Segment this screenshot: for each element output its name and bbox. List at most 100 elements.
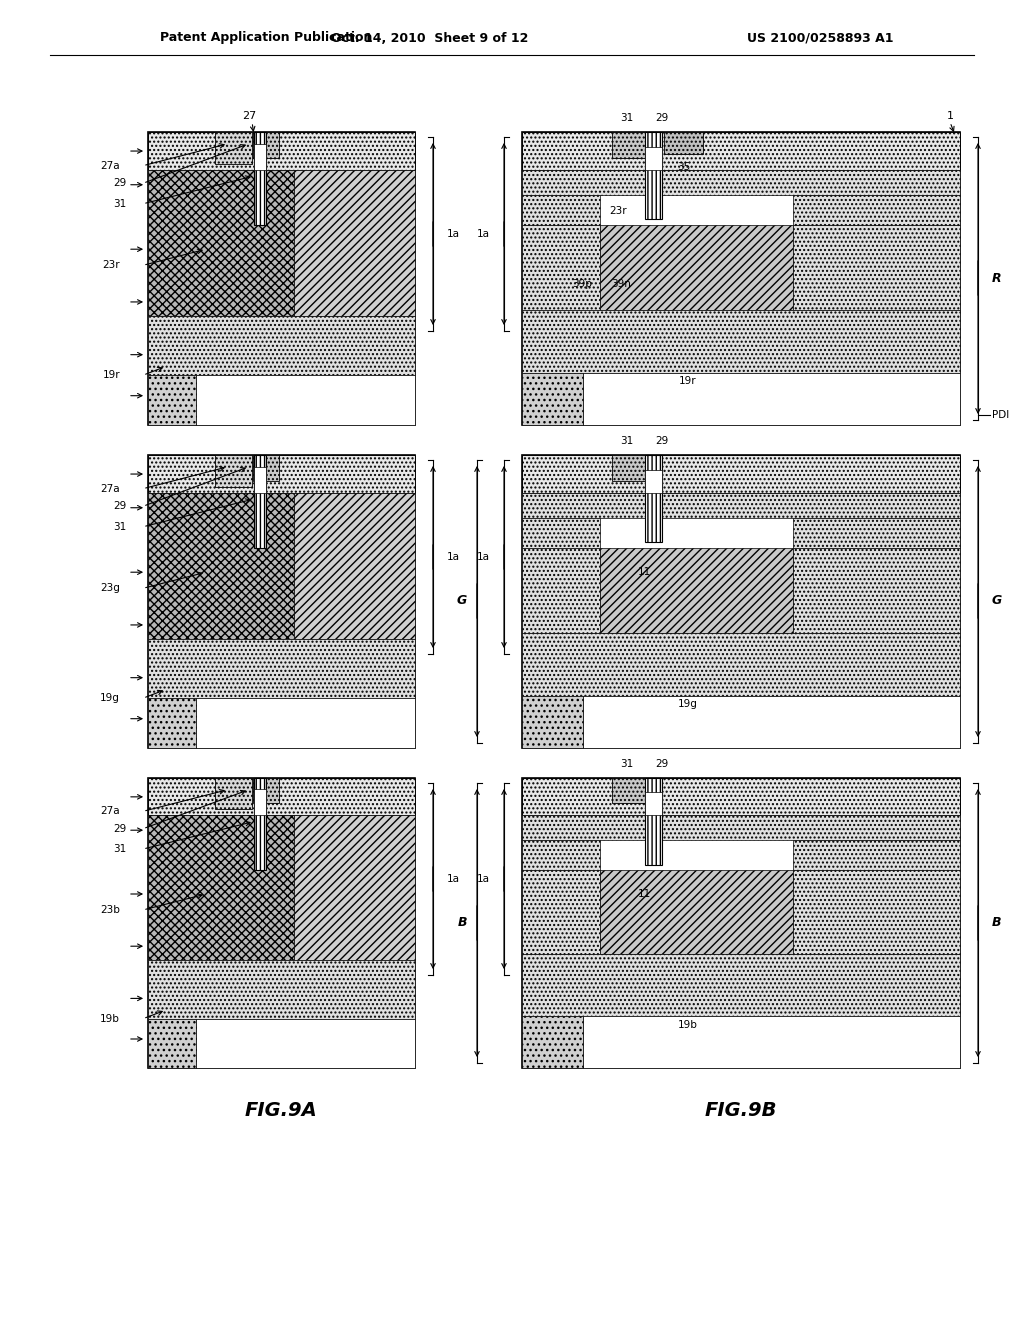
Bar — [148, 698, 196, 748]
Text: FIG.9B: FIG.9B — [705, 1101, 777, 1119]
Bar — [612, 132, 651, 158]
Bar — [645, 792, 662, 814]
Text: R: R — [992, 272, 1001, 285]
Text: 1a: 1a — [477, 228, 490, 239]
Bar — [645, 470, 662, 492]
Text: 31: 31 — [113, 521, 126, 532]
Text: Patent Application Publication: Patent Application Publication — [160, 32, 373, 45]
Bar — [148, 315, 415, 375]
Bar — [793, 195, 961, 224]
Text: 27a: 27a — [100, 161, 120, 170]
Bar — [294, 814, 415, 960]
Bar — [148, 132, 415, 425]
Text: 29: 29 — [655, 114, 669, 123]
Bar — [148, 1019, 196, 1068]
Text: PDI: PDI — [992, 411, 1010, 420]
Bar — [662, 492, 961, 517]
Bar — [522, 777, 961, 1068]
Text: 23r: 23r — [102, 260, 120, 271]
Bar — [522, 777, 961, 814]
Bar — [254, 777, 266, 870]
Bar — [254, 789, 266, 814]
Bar — [522, 195, 600, 224]
Text: 39p: 39p — [572, 280, 592, 289]
Bar — [583, 374, 961, 425]
Text: US 2100/0258893 A1: US 2100/0258893 A1 — [746, 32, 893, 45]
Bar — [148, 814, 294, 960]
Bar — [522, 132, 961, 425]
Bar — [662, 170, 961, 195]
Bar — [600, 870, 793, 954]
Bar — [645, 132, 662, 219]
Bar — [148, 455, 415, 492]
Bar — [600, 548, 793, 634]
Text: 23b: 23b — [100, 906, 120, 915]
Bar — [215, 777, 252, 809]
Text: 35: 35 — [677, 162, 690, 172]
Text: Oct. 14, 2010  Sheet 9 of 12: Oct. 14, 2010 Sheet 9 of 12 — [332, 32, 528, 45]
Bar — [522, 954, 961, 1016]
Bar — [522, 224, 600, 310]
Bar — [612, 455, 651, 480]
Text: 1: 1 — [946, 111, 953, 121]
Bar — [294, 492, 415, 639]
Bar — [522, 374, 583, 425]
Text: 31: 31 — [621, 436, 634, 446]
Bar — [522, 170, 645, 195]
Bar — [196, 1019, 415, 1068]
Text: 1a: 1a — [477, 874, 490, 884]
Bar — [522, 455, 961, 748]
Bar — [148, 132, 415, 170]
Text: FIG.9A: FIG.9A — [245, 1101, 317, 1119]
Text: B: B — [992, 916, 1001, 929]
Text: 1a: 1a — [447, 874, 460, 884]
Text: 31: 31 — [621, 114, 634, 123]
Bar — [793, 840, 961, 870]
Bar — [522, 870, 600, 954]
Bar — [253, 777, 279, 803]
Bar — [522, 548, 600, 634]
Text: 11: 11 — [637, 888, 650, 899]
Bar — [612, 777, 651, 803]
Bar — [254, 132, 266, 224]
Bar — [793, 517, 961, 548]
Bar — [522, 814, 645, 840]
Bar — [600, 224, 793, 310]
Text: 29: 29 — [655, 436, 669, 446]
Text: 11: 11 — [637, 568, 650, 577]
Text: G: G — [992, 594, 1002, 607]
Text: B: B — [458, 916, 467, 929]
Text: 27a: 27a — [100, 807, 120, 816]
Text: 23g: 23g — [100, 583, 120, 593]
Text: 31: 31 — [113, 199, 126, 209]
Bar — [196, 375, 415, 425]
Text: 29: 29 — [113, 824, 126, 834]
Bar — [645, 777, 662, 865]
Bar — [522, 132, 961, 170]
Bar — [215, 132, 252, 164]
Text: 27a: 27a — [100, 483, 120, 494]
Bar — [522, 310, 961, 374]
Bar — [215, 455, 252, 487]
Bar — [254, 144, 266, 170]
Bar — [522, 696, 583, 748]
Text: 23r: 23r — [609, 206, 627, 216]
Bar — [253, 455, 279, 480]
Bar — [148, 492, 294, 639]
Bar — [148, 777, 415, 1068]
Bar — [793, 548, 961, 634]
Bar — [522, 840, 600, 870]
Text: 1a: 1a — [477, 552, 490, 562]
Bar — [522, 634, 961, 696]
Text: 1a: 1a — [447, 552, 460, 562]
Bar — [148, 960, 415, 1019]
Bar — [645, 455, 662, 543]
Bar — [148, 777, 415, 814]
Bar — [196, 698, 415, 748]
Text: 1a: 1a — [447, 228, 460, 239]
Bar — [294, 170, 415, 315]
Bar — [148, 455, 415, 748]
Text: 31: 31 — [113, 843, 126, 854]
Text: 19b: 19b — [678, 1019, 698, 1030]
Text: 29: 29 — [655, 759, 669, 770]
